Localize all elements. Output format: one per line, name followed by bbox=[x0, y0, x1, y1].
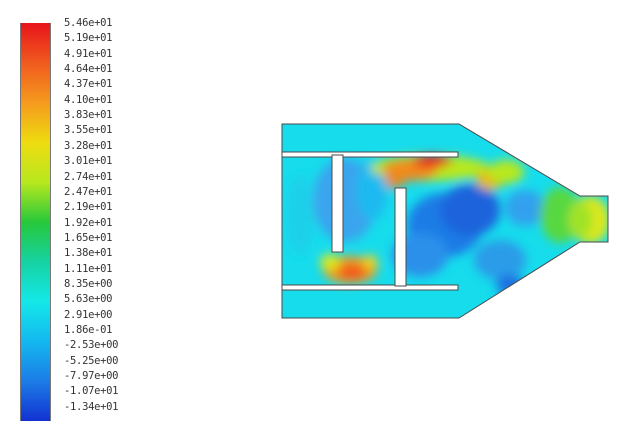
scale-label: 1.86e-01 bbox=[64, 324, 113, 336]
scale-label: 4.91e+01 bbox=[64, 47, 113, 60]
scale-label: 1.92e+01 bbox=[64, 216, 113, 229]
scale-label: 1.65e+01 bbox=[64, 231, 113, 244]
scale-label: 5.63e+00 bbox=[64, 293, 113, 306]
scale-label: 8.35e+00 bbox=[64, 277, 113, 290]
scale-label: -1.34e+01 bbox=[64, 400, 119, 413]
scale-label: 2.91e+00 bbox=[64, 308, 113, 321]
scale-label: -5.25e+00 bbox=[64, 354, 119, 367]
scale-label: 3.83e+01 bbox=[64, 109, 113, 122]
duct-outline bbox=[281, 123, 609, 319]
scale-label: 5.46e+01 bbox=[64, 17, 113, 29]
scale-label: 3.28e+01 bbox=[64, 139, 113, 152]
field-blobs bbox=[286, 155, 608, 295]
scale-label: 4.64e+01 bbox=[64, 63, 113, 76]
lower-inner-wall bbox=[281, 284, 459, 291]
scale-label: 3.01e+01 bbox=[64, 155, 113, 168]
scale-label: 2.74e+01 bbox=[64, 170, 113, 183]
scale-label: 1.38e+01 bbox=[64, 247, 113, 260]
baffle-lower bbox=[394, 187, 407, 287]
scale-label: 3.55e+01 bbox=[64, 124, 113, 137]
scale-label: -2.53e+00 bbox=[64, 339, 119, 352]
scale-label: 4.37e+01 bbox=[64, 78, 113, 91]
scale-label: 5.19e+01 bbox=[64, 32, 113, 45]
scale-label: -1.07e+01 bbox=[64, 385, 119, 398]
scale-label: 1.11e+01 bbox=[64, 262, 113, 275]
scale-label: -7.97e+00 bbox=[64, 370, 119, 383]
upper-inner-wall bbox=[281, 151, 459, 158]
velocity-field bbox=[282, 124, 608, 318]
baffle-upper bbox=[331, 154, 344, 253]
scale-label: 2.19e+01 bbox=[64, 201, 113, 214]
color-scale-bar bbox=[20, 23, 51, 421]
geometry-outline bbox=[281, 123, 609, 319]
scale-label: 4.10e+01 bbox=[64, 93, 113, 106]
scale-label: 2.47e+01 bbox=[64, 185, 113, 198]
